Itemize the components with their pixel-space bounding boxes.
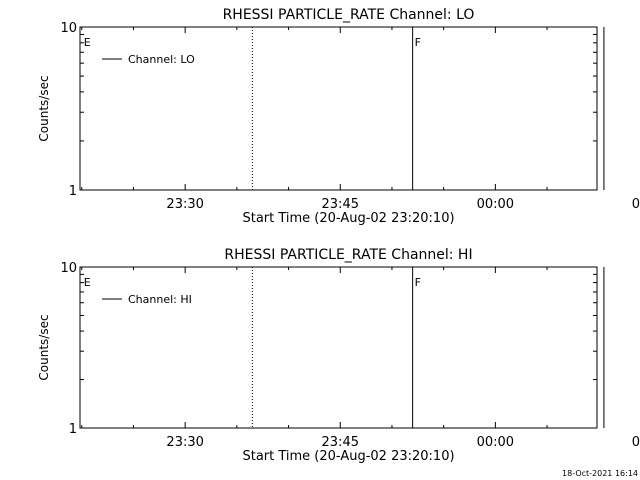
x-tick-label: 23:45 <box>322 197 359 212</box>
timestamp-footer: 18-Oct-2021 16:14 <box>562 469 638 478</box>
legend-label: Channel: LO <box>128 53 195 66</box>
y-tick-label: 1 <box>69 422 77 437</box>
x-tick-label: 00:00 <box>477 197 514 212</box>
chart-title: RHESSI PARTICLE_RATE Channel: LO <box>223 7 475 23</box>
x-tick-label: 00:00 <box>477 435 514 450</box>
y-axis-label: Counts/sec <box>37 75 51 141</box>
x-axis-label: Start Time (20-Aug-02 23:20:10) <box>242 211 454 226</box>
annotation-label: F <box>415 276 421 289</box>
annotation-label: F <box>415 36 421 49</box>
plot-frame <box>79 26 598 191</box>
legend-label: Channel: HI <box>128 293 192 306</box>
y-tick-label: 1 <box>69 184 77 199</box>
plot-frame <box>79 266 598 429</box>
x-tick-label: 23:30 <box>166 435 203 450</box>
x-axis-label: Start Time (20-Aug-02 23:20:10) <box>242 449 454 464</box>
annotation-label: E <box>84 36 91 49</box>
x-tick-label: 23:30 <box>166 197 203 212</box>
chart-title: RHESSI PARTICLE_RATE Channel: HI <box>224 247 472 263</box>
x-tick-label: 00:15 <box>632 197 640 212</box>
x-tick-label: 00:15 <box>632 435 640 450</box>
x-tick-label: 23:45 <box>322 435 359 450</box>
y-tick-label: 10 <box>60 261 77 276</box>
y-axis-label: Counts/sec <box>37 314 51 380</box>
y-tick-label: 10 <box>60 21 77 36</box>
annotation-label: E <box>84 276 91 289</box>
